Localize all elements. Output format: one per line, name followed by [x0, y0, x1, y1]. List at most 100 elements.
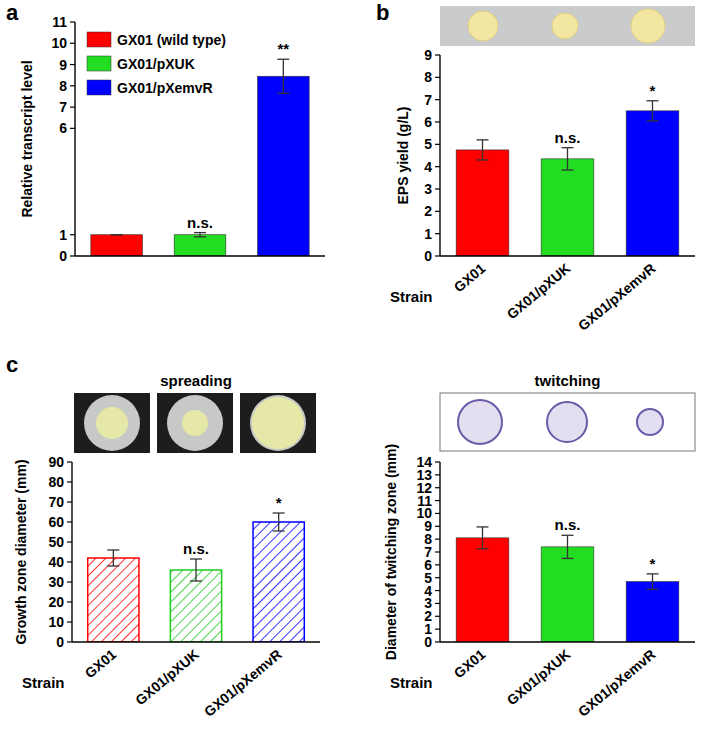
y-tick — [67, 521, 72, 522]
x-tick-label: GX01 — [451, 646, 489, 681]
y-tick-label: 60 — [48, 514, 64, 530]
legend-swatch — [87, 56, 111, 71]
y-axis — [439, 462, 440, 642]
annotation: n.s. — [183, 540, 209, 557]
error-bar — [107, 550, 119, 566]
y-axis-title: Relative transcript level — [19, 60, 35, 217]
bar — [91, 235, 143, 256]
plate — [167, 395, 223, 451]
chart-title: twitching — [535, 372, 601, 389]
y-tick-label: 3 — [424, 181, 432, 197]
bar — [170, 570, 221, 642]
colony-photo — [440, 6, 695, 46]
error-cap — [477, 139, 489, 140]
panel-letter: a — [6, 0, 19, 25]
y-axis-title: EPS yield (g/L) — [395, 106, 411, 204]
x-axis — [75, 255, 325, 256]
error-cap — [194, 236, 206, 237]
growth-zone — [96, 407, 128, 439]
error-cap — [273, 512, 285, 513]
error-stem — [195, 559, 196, 581]
bar — [258, 76, 310, 256]
y-tick-label: 0 — [424, 248, 432, 264]
y-tick — [67, 601, 72, 602]
twitching-zone — [458, 400, 502, 444]
legend-label: GX01/pXUK — [117, 56, 195, 72]
y-tick — [435, 474, 440, 475]
figure: abc0167891011n.s.**Relative transcript l… — [0, 0, 709, 734]
error-bar — [277, 59, 289, 93]
y-tick-label: 70 — [48, 494, 64, 510]
x-axis-title: Strain — [390, 288, 433, 305]
y-axis — [71, 462, 72, 642]
twitching-photo — [440, 393, 695, 451]
error-stem — [567, 148, 568, 170]
panel-letter: c — [6, 352, 18, 377]
y-tick-label: 1 — [59, 227, 67, 243]
growth-zone — [182, 410, 208, 436]
y-tick — [70, 64, 75, 65]
error-stem — [113, 550, 114, 566]
y-tick — [435, 166, 440, 167]
y-tick — [435, 616, 440, 617]
y-tick — [435, 54, 440, 55]
error-cap — [477, 548, 489, 549]
y-tick-label: 2 — [424, 203, 432, 219]
y-tick — [67, 541, 72, 542]
x-axis — [440, 641, 695, 642]
marks — [456, 101, 679, 256]
error-cap — [477, 159, 489, 160]
y-tick — [435, 255, 440, 256]
y-tick — [435, 99, 440, 100]
y-tick-label: 80 — [48, 474, 64, 490]
y-tick — [435, 233, 440, 234]
error-cap — [647, 589, 659, 590]
error-cap — [562, 535, 574, 536]
y-tick-label: 5 — [424, 136, 432, 152]
annotation: * — [650, 82, 656, 99]
y-tick — [67, 581, 72, 582]
x-tick-label: GX01/pXUK — [132, 646, 202, 708]
y-tick — [435, 629, 440, 630]
bar — [456, 150, 509, 256]
bar — [541, 547, 594, 642]
chart-title: spreading — [160, 372, 232, 389]
y-tick-label: 0 — [56, 634, 64, 650]
x-axis — [72, 641, 320, 642]
plate — [250, 395, 306, 451]
error-cap — [562, 169, 574, 170]
error-cap — [277, 93, 289, 94]
y-tick — [435, 487, 440, 488]
error-bar — [477, 527, 489, 549]
error-cap — [111, 234, 123, 235]
error-cap — [277, 59, 289, 60]
plate — [84, 395, 140, 451]
error-bar — [273, 513, 285, 531]
y-tick-label: 7 — [424, 92, 432, 108]
x-tick-label: GX01/pXemvR — [575, 646, 659, 720]
y-tick — [70, 234, 75, 235]
error-cap — [194, 232, 206, 233]
error-stem — [652, 574, 653, 589]
y-tick-label: 9 — [424, 47, 432, 63]
y-tick-label: 90 — [48, 454, 64, 470]
twitching-zone — [637, 409, 663, 435]
error-cap — [647, 100, 659, 101]
y-tick-label: 50 — [48, 534, 64, 550]
marks — [88, 513, 305, 642]
x-tick-label: GX01/pXemvR — [201, 646, 285, 720]
y-tick — [435, 211, 440, 212]
colony — [631, 9, 665, 43]
error-cap — [647, 120, 659, 121]
panel-1: 0123456789n.s.*GX01GX01/pXUKGX01/pXemvRS… — [390, 47, 695, 334]
error-bar — [477, 140, 489, 160]
error-cap — [190, 580, 202, 581]
panel-letter: b — [376, 0, 389, 25]
y-tick — [435, 590, 440, 591]
y-tick — [67, 461, 72, 462]
y-axis — [439, 55, 440, 256]
plate-photo — [157, 393, 233, 453]
y-tick — [70, 21, 75, 22]
error-stem — [567, 535, 568, 558]
error-cap — [562, 147, 574, 148]
